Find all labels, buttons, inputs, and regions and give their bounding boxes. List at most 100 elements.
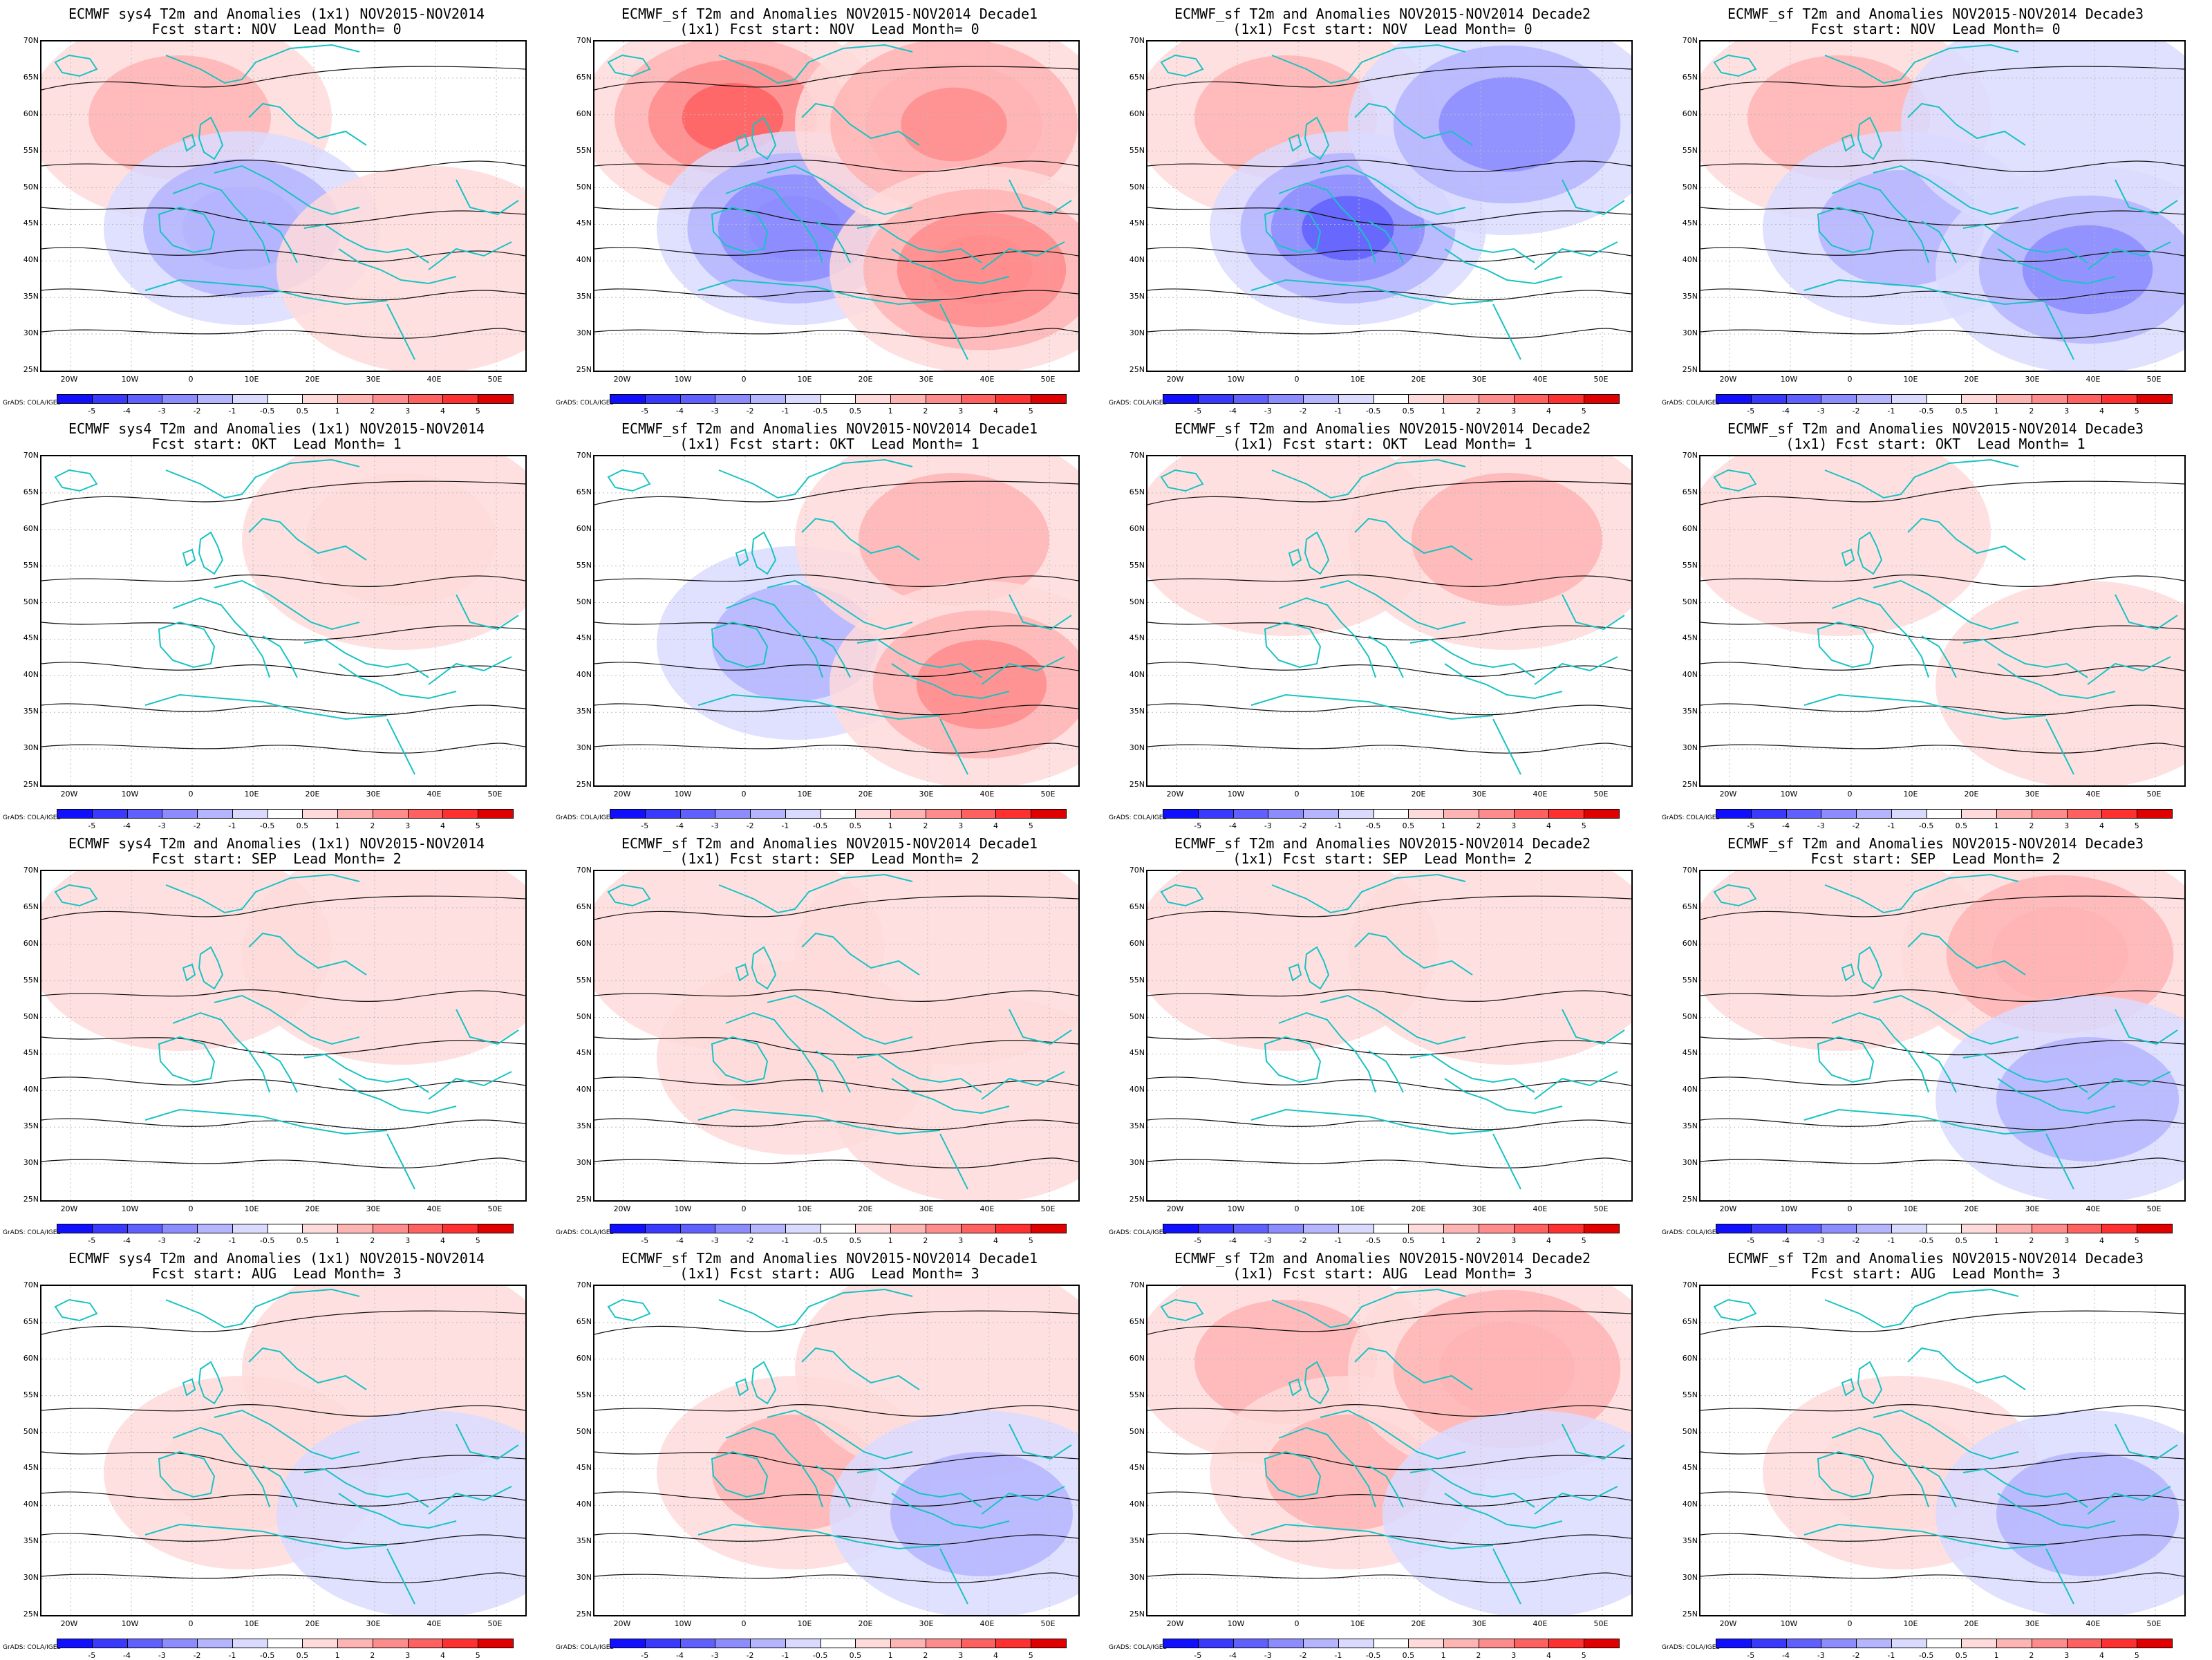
colorbar-label: 3: [2064, 407, 2070, 416]
coastline: [456, 1424, 519, 1460]
temperature-contour: [1700, 1118, 2184, 1130]
latitude-label: 35N: [23, 292, 39, 301]
colorbar-label: -3: [1817, 1236, 1825, 1245]
latitude-label: 35N: [576, 1121, 592, 1131]
coastline: [891, 1078, 1010, 1115]
anomaly-region: [182, 187, 301, 270]
colorbar-label: -5: [641, 1651, 649, 1660]
latitude-label: 40N: [576, 1500, 592, 1509]
colorbar-swatch: [197, 1224, 233, 1233]
colorbar-label: -3: [158, 1236, 166, 1245]
longitude-label: 10E: [1903, 1619, 1918, 1628]
colorbar-swatch: [1031, 1639, 1067, 1648]
coastline: [262, 221, 298, 263]
latitude-label: 45N: [576, 1463, 592, 1473]
colorbar-label: 4: [1546, 821, 1551, 830]
latitude-label: 30N: [576, 328, 592, 338]
latitude-label: 45N: [576, 633, 592, 643]
anomaly-map: [594, 871, 1078, 1200]
colorbar-swatch: [715, 394, 751, 404]
colorbar-label: -2: [193, 1236, 201, 1245]
colorbar-label: -0.5: [259, 1236, 275, 1245]
latitude-label: 25N: [1129, 365, 1145, 374]
colorbar-swatch: [1926, 1639, 1962, 1648]
latitude-label: 70N: [576, 451, 592, 460]
colorbar-swatch: [1443, 1224, 1479, 1233]
anomaly-region: [276, 166, 525, 371]
anomaly-region: [1382, 1410, 1631, 1615]
colorbar-swatch: [2031, 1224, 2068, 1233]
coastline: [1962, 1053, 2088, 1093]
coastline: [1009, 179, 1072, 216]
panel-subtitle: (1x1) Fcst start: NOV Lead Month= 0: [679, 21, 980, 37]
colorbar-swatch: [1197, 1224, 1234, 1233]
colorbar-swatch: [57, 394, 93, 404]
latitude-label: 35N: [576, 707, 592, 716]
colorbar-label: -4: [1782, 1651, 1790, 1660]
colorbar-label: 1: [1994, 821, 1999, 830]
colorbar-label: -2: [746, 1236, 754, 1245]
temperature-contour: [1147, 574, 1631, 588]
longitude-label: 0: [1294, 375, 1300, 384]
colorbar-label: 2: [1476, 1651, 1481, 1660]
coastline: [165, 44, 360, 84]
coastline: [144, 279, 388, 306]
coastline: [1271, 873, 1466, 914]
coastline: [1250, 1523, 1494, 1550]
coastline: [939, 304, 968, 360]
temperature-contour: [1147, 622, 1631, 641]
coastline: [1817, 1451, 1875, 1498]
longitude-label: 10E: [1350, 790, 1365, 799]
colorbar-swatch: [442, 809, 479, 819]
latitude-label: 60N: [1129, 1353, 1145, 1363]
colorbar-swatch: [1996, 394, 2032, 404]
coastline: [891, 248, 1010, 285]
temperature-contour: [1147, 1403, 1631, 1417]
colorbar: -5 -4 -3 -2 -1 -0.5 0.5 1 2 3 4 5: [610, 1224, 1067, 1245]
colorbar-label: -5: [88, 1651, 96, 1660]
grads-credit: GrADS: COLA/IGES: [1109, 1229, 1168, 1236]
coastline: [428, 241, 512, 270]
colorbar-label: -3: [1264, 407, 1272, 416]
coastline: [2115, 1009, 2178, 1045]
colorbar-swatch: [679, 1224, 716, 1233]
longitude-label: 10W: [1780, 1619, 1798, 1628]
latitude-label: 35N: [1682, 1121, 1698, 1131]
colorbar-label: 3: [1511, 1236, 1517, 1245]
panel-title: ECMWF_sf T2m and Anomalies NOV2015-NOV20…: [1727, 1250, 2144, 1267]
temperature-contour: [594, 1036, 1078, 1056]
longitude-label: 50E: [1040, 1204, 1056, 1213]
colorbar-label: -0.5: [812, 1651, 828, 1660]
colorbar-swatch: [925, 1224, 962, 1233]
longitude-label: 10W: [1780, 375, 1798, 384]
longitude-label: 20W: [613, 375, 631, 384]
longitude-label: 20E: [1411, 1619, 1426, 1628]
latitude-label: 35N: [23, 1121, 39, 1131]
latitude-label: 65N: [23, 1316, 39, 1326]
longitude-label: 40E: [2086, 1204, 2101, 1213]
latitude-label: 60N: [576, 938, 592, 948]
coastline: [1354, 517, 1473, 561]
latitude-label: 50N: [576, 182, 592, 192]
colorbar-label: 0.5: [849, 1236, 862, 1245]
colorbar-swatch: [1268, 394, 1304, 404]
temperature-contour: [1147, 895, 1631, 920]
colorbar-label: 1: [335, 407, 340, 416]
temperature-contour: [1700, 481, 2184, 505]
map-area: [40, 455, 527, 787]
longitude-label: 0: [741, 790, 747, 799]
latitude-label: 40N: [1129, 1500, 1145, 1509]
coastline: [456, 1009, 519, 1045]
latitude-label: 35N: [576, 1536, 592, 1546]
coastline: [1824, 1288, 2019, 1329]
latitude-label: 60N: [576, 1353, 592, 1363]
colorbar-label: -5: [1194, 1651, 1202, 1660]
coastline: [891, 663, 1010, 700]
latitude-label: 65N: [23, 487, 39, 496]
grads-credit: GrADS: COLA/IGES: [3, 1644, 62, 1651]
coastline: [1873, 579, 2019, 631]
panel-subtitle: (1x1) Fcst start: OKT Lead Month= 1: [1785, 436, 2086, 452]
colorbar-swatch: [1996, 1224, 2032, 1233]
coastline: [2045, 1133, 2074, 1190]
colorbar-label: -3: [711, 821, 719, 830]
